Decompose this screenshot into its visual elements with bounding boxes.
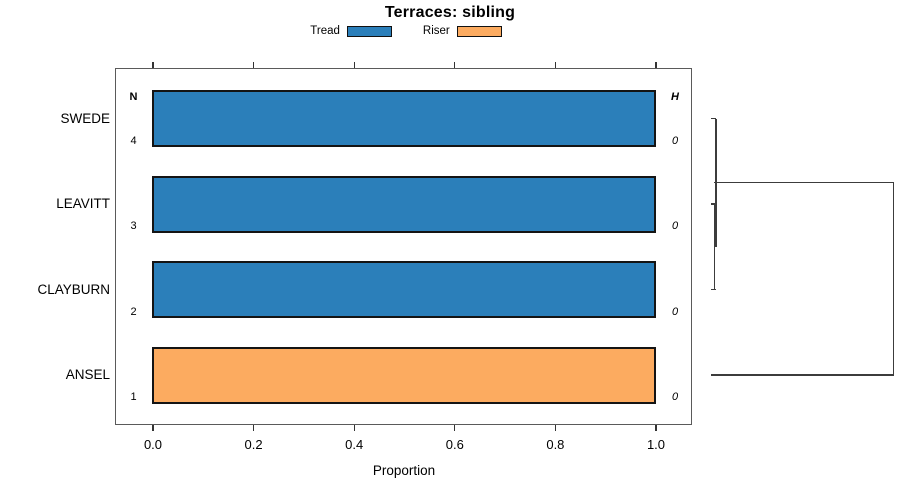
- dendrogram-root: [892, 182, 894, 375]
- x-tick-bottom: [253, 425, 255, 431]
- dendrogram-branch-upper: [714, 181, 894, 184]
- category-label-swede: SWEDE: [60, 110, 110, 126]
- category-label-clayburn: CLAYBURN: [37, 281, 110, 297]
- h-value-leavitt: 0: [671, 220, 679, 232]
- n-value-leavitt: 3: [130, 220, 137, 232]
- x-tick-top: [454, 62, 456, 68]
- legend: Tread Riser: [0, 25, 812, 37]
- x-tick-label: 0.4: [345, 437, 364, 452]
- x-tick-label: 0.6: [445, 437, 464, 452]
- x-tick-top: [152, 62, 154, 68]
- category-label-ansel: ANSEL: [65, 367, 110, 382]
- column-header-h: H: [671, 91, 679, 103]
- x-tick-top: [253, 62, 255, 68]
- bar-swede: [152, 90, 656, 147]
- x-tick-label: 1.0: [646, 437, 666, 452]
- x-axis-title: Proportion: [372, 463, 436, 478]
- h-value-ansel: 0: [671, 391, 679, 403]
- x-tick-bottom: [554, 425, 556, 431]
- plot-box: [115, 68, 692, 425]
- dendrogram-branch-ansel: [710, 374, 894, 376]
- x-tick-bottom: [152, 425, 154, 431]
- x-tick-label: 0.8: [546, 437, 565, 452]
- dendrogram-leaf-tick-swede: [710, 117, 716, 120]
- category-label-leavitt: LEAVITT: [56, 196, 110, 211]
- legend-swatch-tread: [346, 25, 392, 37]
- legend-swatch-riser: [456, 25, 502, 37]
- h-value-clayburn: 0: [671, 305, 679, 318]
- dendrogram-leaf-tick-leavitt: [710, 203, 716, 205]
- column-header-n: N: [129, 91, 138, 103]
- bar-leavitt: [152, 175, 656, 233]
- x-tick-label: 0.2: [244, 437, 263, 452]
- x-tick-top: [554, 62, 556, 68]
- bar-ansel: [152, 346, 656, 404]
- legend-label-tread: Tread: [310, 25, 340, 37]
- legend-label-riser: Riser: [422, 25, 450, 37]
- h-value-swede: 0: [671, 134, 679, 147]
- n-value-clayburn: 2: [130, 305, 137, 318]
- chart-title: Terraces: sibling: [384, 4, 516, 21]
- x-tick-bottom: [353, 425, 355, 431]
- x-tick-top: [353, 62, 355, 68]
- x-tick-label: 0.0: [143, 437, 163, 452]
- n-value-swede: 4: [130, 134, 137, 147]
- x-tick-top: [655, 62, 657, 68]
- dendrogram-merge-leavitt-clayburn: [714, 204, 716, 290]
- n-value-ansel: 1: [130, 391, 137, 403]
- x-tick-bottom: [454, 425, 456, 431]
- dendrogram-leaf-tick-clayburn: [710, 288, 716, 291]
- x-tick-bottom: [655, 425, 657, 431]
- bar-clayburn: [152, 261, 656, 318]
